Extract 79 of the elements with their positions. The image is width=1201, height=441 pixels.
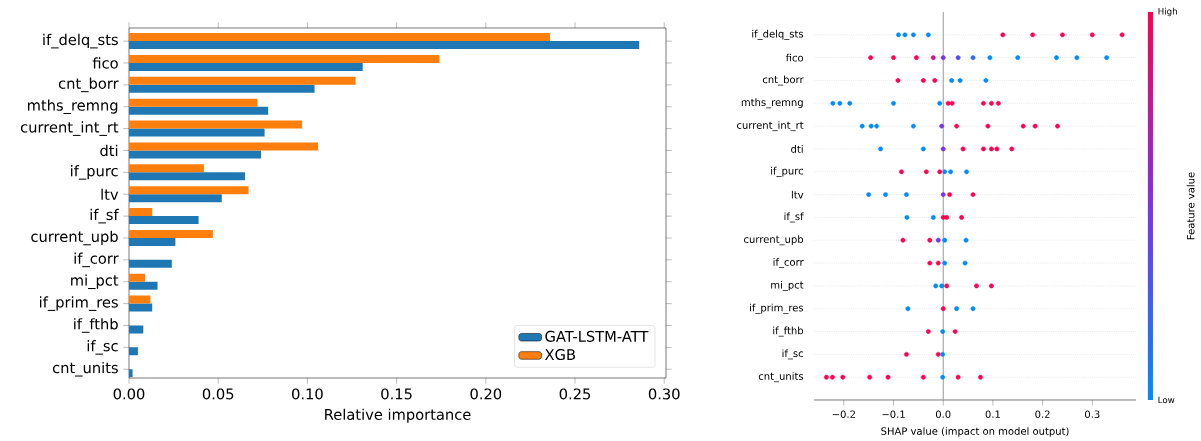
bar bbox=[129, 33, 551, 42]
bar bbox=[129, 237, 176, 246]
y-tick-label: if_sf bbox=[784, 212, 804, 223]
bar bbox=[129, 98, 258, 107]
bar bbox=[129, 259, 172, 268]
y-tick-label: mi_pct bbox=[771, 280, 804, 291]
y-tick-label: if_purc bbox=[71, 164, 118, 180]
bar bbox=[129, 62, 363, 71]
x-tick-label: 0.10 bbox=[292, 388, 323, 400]
bar bbox=[129, 295, 151, 304]
color-bar-title: Feature value bbox=[1186, 172, 1195, 240]
x-tick-label: 0.25 bbox=[559, 388, 591, 400]
y-tick-label: fico bbox=[785, 53, 804, 62]
y-tick-label: if_purc bbox=[771, 166, 803, 177]
x-tick-label: 0.20 bbox=[470, 388, 502, 400]
x-tick-label: 0.2 bbox=[1035, 410, 1050, 418]
x-tick-label: 0.1 bbox=[985, 410, 1000, 418]
y-tick-label: if_sc bbox=[782, 349, 803, 360]
bar bbox=[129, 172, 245, 181]
bar bbox=[129, 120, 303, 129]
x-tick-label: 0.30 bbox=[648, 388, 680, 400]
y-tick-label: if_fthb bbox=[74, 318, 118, 333]
y-tick-label: mi_pct bbox=[71, 274, 119, 289]
bar bbox=[129, 281, 158, 290]
bar bbox=[129, 76, 356, 85]
bar bbox=[129, 347, 138, 356]
y-tick-label: cnt_borr bbox=[58, 77, 119, 93]
bar bbox=[129, 106, 269, 115]
x-tick-label: 0.15 bbox=[381, 388, 412, 400]
legend-label: XGB bbox=[544, 348, 575, 360]
y-tick-label: if_corr bbox=[773, 257, 804, 268]
y-tick-label: ltv bbox=[101, 188, 119, 200]
color-bar-label: Low bbox=[1158, 396, 1175, 404]
bar bbox=[129, 273, 146, 282]
x-axis-title: SHAP value (impact on model output) bbox=[881, 427, 1069, 437]
y-tick-label: current_int_rt bbox=[737, 121, 804, 131]
x-tick-label: 0.3 bbox=[1085, 410, 1100, 418]
bar bbox=[129, 325, 144, 334]
y-tick-label: cnt_units bbox=[758, 372, 804, 383]
bar bbox=[129, 186, 249, 195]
bar bbox=[129, 142, 319, 151]
y-tick-label: mths_remng bbox=[28, 99, 118, 114]
y-tick-label: if_sf bbox=[90, 208, 119, 224]
x-tick-label: 0.05 bbox=[202, 388, 234, 400]
bar bbox=[129, 41, 640, 50]
x-tick-label: 0.00 bbox=[113, 388, 145, 400]
bar bbox=[129, 303, 153, 312]
y-tick-label: if_sc bbox=[87, 339, 118, 355]
bar bbox=[129, 164, 204, 173]
y-tick-label: dti bbox=[791, 144, 803, 153]
y-tick-label: current_upb bbox=[31, 230, 118, 246]
y-tick-label: ltv bbox=[791, 190, 804, 199]
y-tick-label: cnt_borr bbox=[762, 75, 804, 86]
bar bbox=[129, 208, 153, 217]
y-tick-label: if_delq_sts bbox=[752, 29, 804, 40]
x-tick-label: −0.2 bbox=[832, 410, 855, 418]
y-tick-label: dti bbox=[100, 144, 118, 157]
bar bbox=[129, 194, 222, 203]
y-tick-label: if_corr bbox=[74, 252, 119, 268]
y-tick-label: if_prim_res bbox=[40, 296, 118, 311]
x-axis-title: Relative importance bbox=[325, 408, 471, 423]
bar bbox=[129, 150, 262, 159]
y-tick-label: current_upb bbox=[744, 235, 804, 246]
y-tick-label: current_int_rt bbox=[20, 121, 119, 136]
y-tick-label: if_fthb bbox=[773, 326, 804, 337]
bar bbox=[129, 216, 199, 225]
x-tick-label: 0.0 bbox=[935, 410, 951, 418]
y-tick-label: cnt_units bbox=[52, 361, 118, 377]
x-tick-label: −0.1 bbox=[882, 410, 905, 418]
bar bbox=[129, 84, 315, 93]
y-tick-label: fico bbox=[92, 57, 118, 69]
bar bbox=[129, 128, 265, 137]
y-tick-label: if_prim_res bbox=[750, 303, 804, 314]
y-tick-label: mths_remng bbox=[741, 98, 803, 109]
color-bar-label: High bbox=[1158, 7, 1177, 17]
legend-label: GAT-LSTM-ATT bbox=[545, 330, 649, 342]
bar bbox=[129, 54, 440, 63]
bar bbox=[129, 229, 213, 238]
y-tick-label: if_delq_sts bbox=[43, 33, 118, 49]
